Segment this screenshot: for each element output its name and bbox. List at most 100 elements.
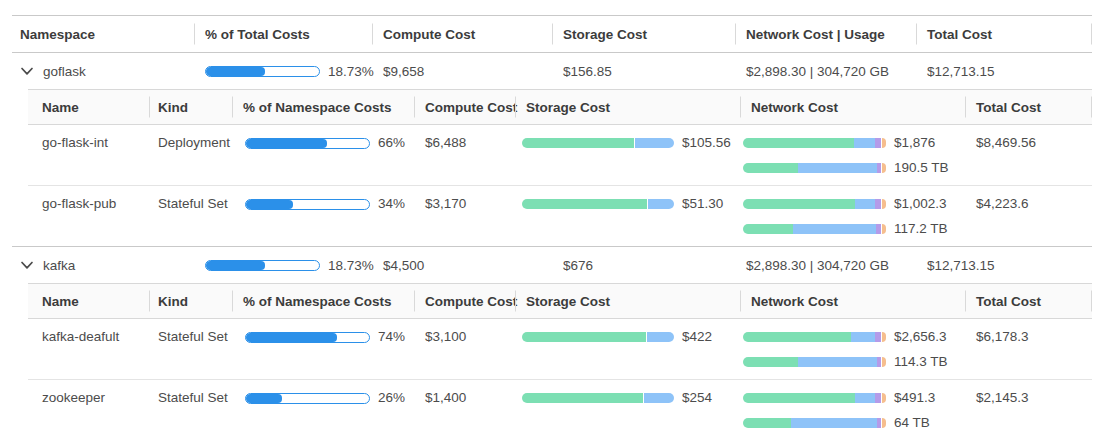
workload-row[interactable]: kafka-deafultStateful Set74%$3,100$422$2…	[28, 319, 1092, 380]
column-header-name: Name	[28, 294, 149, 309]
bar-segment	[743, 224, 793, 234]
network-usage-bar	[743, 163, 886, 173]
column-header-storage-cost: Storage Cost	[552, 27, 735, 42]
bar-segment	[743, 138, 854, 148]
workload-name: zookeeper	[42, 390, 105, 405]
pct-of-namespace-value: 66%	[378, 135, 405, 151]
chevron-down-icon[interactable]	[20, 64, 34, 78]
bar-segment	[875, 138, 881, 148]
column-header-total-cost: Total Cost	[916, 27, 1092, 42]
namespace-name: kafka	[43, 258, 75, 273]
pct-of-total-bar	[205, 66, 320, 77]
bar-segment	[882, 393, 886, 403]
chevron-down-icon[interactable]	[20, 258, 34, 272]
network-usage-value: 190.5 TB	[894, 160, 949, 176]
workload-kind: Stateful Set	[158, 329, 228, 344]
pct-of-namespace-value: 34%	[378, 196, 405, 212]
bar-segment	[882, 163, 886, 173]
storage-cost-value: $676	[563, 258, 593, 273]
cost-breakdown-table: Namespace % of Total Costs Compute Cost …	[12, 15, 1092, 436]
total-cost-value: $12,713.15	[927, 258, 995, 273]
network-cost-usage-value: $2,898.30 | 304,720 GB	[746, 258, 889, 273]
workloads-table: NameKind% of Namespace CostsCompute Cost…	[28, 283, 1092, 436]
bar-segment	[798, 357, 876, 367]
bar-segment	[743, 393, 855, 403]
pct-of-total-value: 18.73%	[328, 258, 374, 273]
column-header-compute-cost: Compute Cost	[414, 100, 515, 115]
table-body: goflask18.73%$9,658$156.85$2,898.30 | 30…	[12, 53, 1092, 436]
network-usage-value: 64 TB	[894, 415, 930, 431]
bar-segment	[882, 332, 886, 342]
workload-kind: Stateful Set	[158, 196, 228, 211]
workloads-header-row: NameKind% of Namespace CostsCompute Cost…	[28, 90, 1092, 125]
bar-segment	[877, 418, 881, 428]
network-cost-bar	[743, 199, 886, 209]
bar-segment	[855, 199, 875, 209]
total-cost-value: $6,178.3	[976, 329, 1029, 344]
storage-cost-value: $422	[682, 329, 712, 345]
table-header-row: Namespace % of Total Costs Compute Cost …	[12, 16, 1092, 53]
bar-segment	[882, 357, 886, 367]
storage-cost-bar	[522, 332, 674, 342]
network-usage-bar	[743, 224, 886, 234]
workload-kind: Deployment	[158, 135, 230, 150]
bar-segment	[855, 393, 875, 403]
pct-of-namespace-bar	[245, 199, 370, 210]
total-cost-value: $12,713.15	[927, 64, 995, 79]
bar-segment	[743, 357, 798, 367]
column-header-storage-cost: Storage Cost	[515, 294, 740, 309]
storage-cost-bar	[522, 138, 674, 148]
bar-segment	[882, 138, 886, 148]
network-usage-bar	[743, 418, 886, 428]
column-header-name: Name	[28, 100, 149, 115]
namespace-section: kafka18.73%$4,500$676$2,898.30 | 304,720…	[12, 247, 1092, 436]
column-header-kind: Kind	[149, 100, 232, 115]
workload-row[interactable]: go-flask-intDeployment66%$6,488$105.56$1…	[28, 125, 1092, 186]
pct-bar-fill	[206, 261, 265, 270]
network-cost-value: $1,876	[894, 135, 935, 151]
network-usage-bar	[743, 357, 886, 367]
pct-bar-fill	[246, 200, 293, 209]
namespace-row[interactable]: goflask18.73%$9,658$156.85$2,898.30 | 30…	[12, 53, 1092, 89]
workload-row[interactable]: go-flask-pubStateful Set34%$3,170$51.30$…	[28, 186, 1092, 246]
network-cost-value: $1,002.3	[894, 196, 947, 212]
bar-segment	[877, 357, 881, 367]
column-header-kind: Kind	[149, 294, 232, 309]
bar-segment	[522, 138, 634, 148]
bar-segment	[875, 199, 881, 209]
workloads-table: NameKind% of Namespace CostsCompute Cost…	[28, 89, 1092, 246]
bar-segment	[882, 418, 886, 428]
bar-segment	[876, 224, 880, 234]
pct-bar-fill	[206, 67, 265, 76]
workload-name: go-flask-int	[42, 135, 108, 150]
pct-of-namespace-value: 26%	[378, 390, 405, 406]
pct-of-namespace-value: 74%	[378, 329, 405, 345]
pct-of-total-bar	[205, 260, 320, 271]
bar-segment	[743, 332, 851, 342]
namespace-row[interactable]: kafka18.73%$4,500$676$2,898.30 | 304,720…	[12, 247, 1092, 283]
pct-of-namespace-bar	[245, 332, 370, 343]
workload-name: go-flask-pub	[42, 196, 116, 211]
bar-segment	[644, 393, 674, 403]
bar-segment	[851, 332, 875, 342]
network-cost-value: $491.3	[894, 390, 935, 406]
bar-segment	[854, 138, 875, 148]
bar-segment	[875, 393, 881, 403]
bar-segment	[798, 163, 876, 173]
bar-segment	[743, 199, 855, 209]
pct-of-namespace-bar	[245, 393, 370, 404]
column-header-network-cost: Network Cost	[740, 294, 965, 309]
pct-bar-fill	[246, 394, 282, 403]
column-header-pct-namespace: % of Namespace Costs	[232, 100, 414, 115]
column-header-compute-cost: Compute Cost	[414, 294, 515, 309]
bar-segment	[877, 163, 881, 173]
storage-cost-value: $156.85	[563, 64, 612, 79]
total-cost-value: $4,223.6	[976, 196, 1029, 211]
total-cost-value: $8,469.56	[976, 135, 1036, 150]
bar-segment	[522, 199, 647, 209]
network-cost-value: $2,656.3	[894, 329, 947, 345]
workload-row[interactable]: zookeeperStateful Set26%$1,400$254$491.3…	[28, 380, 1092, 436]
column-header-compute-cost: Compute Cost	[372, 27, 552, 42]
bar-segment	[522, 332, 646, 342]
compute-cost-value: $3,170	[425, 196, 466, 211]
